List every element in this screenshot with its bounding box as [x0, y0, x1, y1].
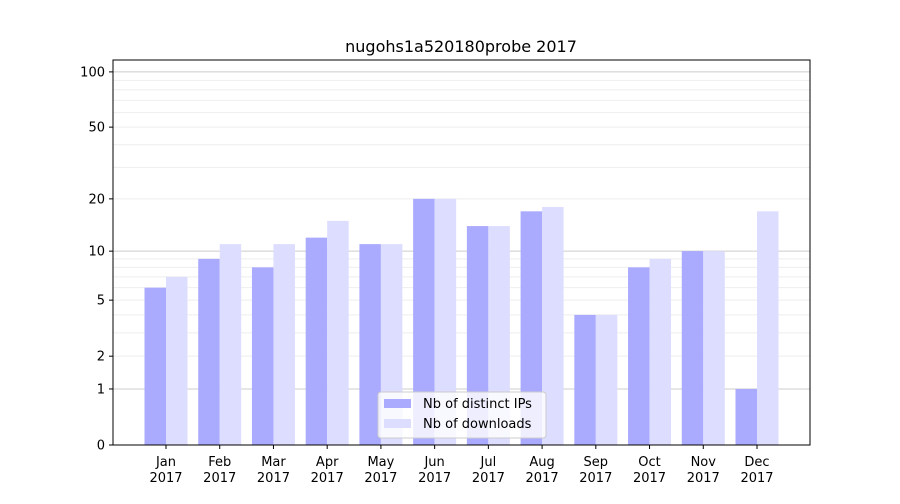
- x-tick-label: Jun 2017: [418, 455, 451, 486]
- bar-distinct-ips: [681, 251, 704, 445]
- bar-distinct-ips: [198, 258, 220, 445]
- y-tick-label: 10: [88, 245, 105, 260]
- bar-downloads: [703, 251, 725, 445]
- bar-downloads: [649, 258, 672, 445]
- x-tick-label: Oct 2017: [633, 455, 666, 486]
- bar-distinct-ips: [520, 211, 543, 445]
- chart-title: nugohs1a520180probe 2017: [345, 37, 577, 56]
- x-tick-label: Dec 2017: [740, 455, 773, 486]
- x-tick-label: May 2017: [364, 455, 397, 486]
- legend-box: [377, 391, 547, 439]
- x-tick-label: Nov 2017: [687, 455, 720, 486]
- bar-downloads: [166, 276, 188, 445]
- x-tick-label: Feb 2017: [203, 455, 236, 486]
- y-tick-label: 100: [80, 65, 105, 80]
- bar-distinct-ips: [466, 226, 489, 445]
- y-tick-label: 20: [88, 192, 105, 207]
- bar-distinct-ips: [305, 237, 328, 445]
- bar-downloads: [219, 244, 242, 445]
- legend-swatch: [384, 399, 411, 408]
- x-tick-label: Jan 2017: [149, 455, 182, 486]
- x-tick-label: Apr 2017: [311, 455, 344, 486]
- x-tick-label: Mar 2017: [257, 455, 290, 486]
- bar-distinct-ips: [413, 198, 435, 445]
- bar-distinct-ips: [144, 287, 166, 445]
- bar-downloads: [273, 244, 295, 445]
- bar-distinct-ips: [574, 314, 596, 445]
- bar-distinct-ips: [735, 388, 757, 445]
- x-tick-label: Aug 2017: [526, 455, 559, 486]
- legend-label: Nb of downloads: [423, 417, 532, 432]
- legend-label: Nb of distinct IPs: [423, 397, 532, 412]
- x-tick-label: Sep 2017: [579, 455, 612, 486]
- y-tick-label: 5: [97, 294, 105, 309]
- y-tick-label: 1: [97, 382, 105, 397]
- y-tick-label: 2: [97, 350, 105, 365]
- plot-frame: [112, 59, 811, 446]
- y-tick-label: 50: [88, 121, 105, 136]
- y-tick-label: 0: [97, 439, 105, 454]
- legend: Nb of distinct IPs Nb of downloads: [377, 391, 547, 439]
- bar-downloads: [488, 226, 510, 445]
- bar-downloads: [434, 198, 457, 445]
- bar-downloads: [327, 220, 349, 445]
- bar-downloads: [542, 206, 564, 445]
- bar-distinct-ips: [251, 267, 274, 445]
- legend-swatch: [384, 419, 411, 428]
- bar-distinct-ips: [359, 244, 381, 445]
- bar-distinct-ips: [628, 267, 650, 445]
- bar-downloads: [757, 211, 779, 445]
- x-tick-label: Jul 2017: [472, 455, 505, 486]
- bar-downloads: [595, 314, 618, 445]
